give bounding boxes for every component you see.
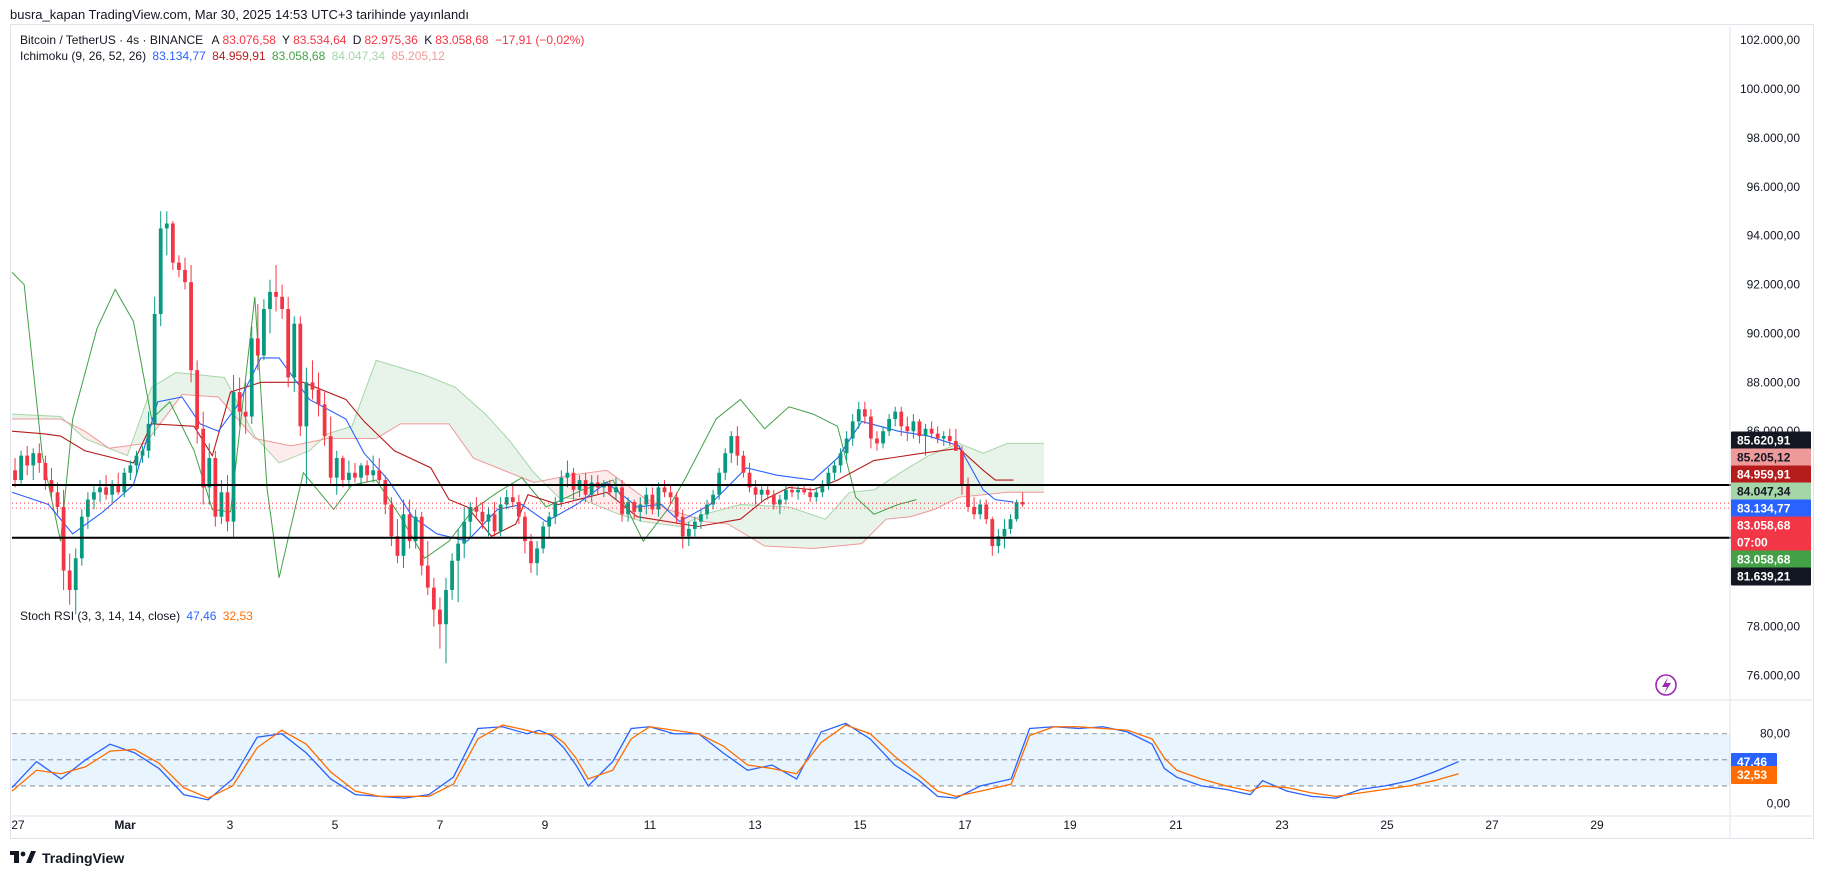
publish-info: busra_kapan TradingView.com, Mar 30, 202… [10, 7, 470, 22]
ichimoku-kijun-value: 84.959,91 [212, 49, 266, 63]
low-label: D [352, 33, 362, 47]
ichimoku-spanb-value: 85.205,12 [391, 49, 445, 63]
ichimoku-label[interactable]: Ichimoku (9, 26, 52, 26) [20, 49, 147, 63]
change-value: −17,91 (−0,02%) [494, 33, 585, 47]
close-label: K [424, 33, 433, 47]
symbol-legend: Bitcoin / TetherUS · 4s · BINANCE A 83.07… [20, 33, 587, 47]
ichimoku-tenkan-value: 83.134,77 [152, 49, 206, 63]
open-label: A [211, 33, 220, 47]
tradingview-logo[interactable]: TradingView [10, 850, 124, 866]
symbol-name[interactable]: Bitcoin / TetherUS · 4s · BINANCE [20, 33, 204, 47]
ichimoku-legend: Ichimoku (9, 26, 52, 26) 83.134,77 84.95… [20, 49, 448, 63]
close-value: 83.058,68 [435, 33, 489, 47]
stoch-k-value: 47,46 [186, 609, 217, 623]
tradingview-logo-icon [10, 851, 36, 863]
stoch-d-value: 32,53 [222, 609, 253, 623]
high-label: Y [282, 33, 291, 47]
stoch-legend: Stoch RSI (3, 3, 14, 14, close) 47,46 32… [20, 609, 256, 623]
open-value: 83.076,58 [222, 33, 276, 47]
stoch-label[interactable]: Stoch RSI (3, 3, 14, 14, close) [20, 609, 181, 623]
chart-frame [10, 24, 1814, 839]
low-value: 82.975,36 [364, 33, 418, 47]
ichimoku-lagging-value: 83.058,68 [271, 49, 326, 63]
brand-name: TradingView [42, 850, 125, 866]
ichimoku-spana-value: 84.047,34 [331, 49, 386, 63]
high-value: 83.534,64 [293, 33, 347, 47]
